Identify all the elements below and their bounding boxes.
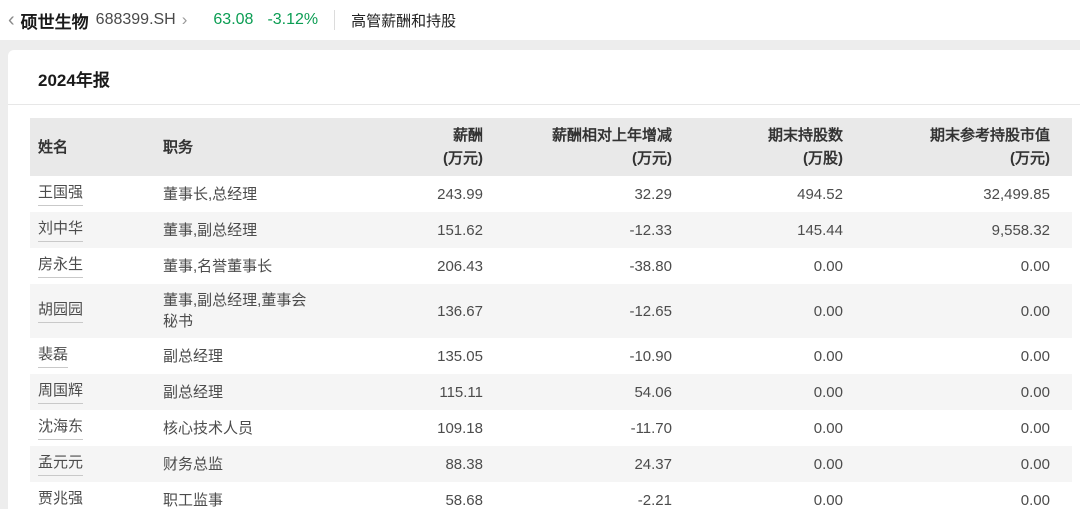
cell-shares: 0.00 xyxy=(813,347,843,365)
cell-position: 财务总监 xyxy=(163,455,224,473)
cell-salary: 58.68 xyxy=(445,491,483,509)
cell-position: 副总经理 xyxy=(163,383,224,401)
cell-salary: 88.38 xyxy=(445,455,483,473)
cell-salary_change: -10.90 xyxy=(629,347,672,365)
cell-salary: 206.43 xyxy=(437,257,483,275)
cell-shares: 0.00 xyxy=(813,455,843,473)
cell-shares: 145.44 xyxy=(797,221,843,239)
cell-name: 沈海东 xyxy=(30,410,155,446)
cell-name: 刘中华 xyxy=(30,212,155,248)
table-row: 刘中华 董事,副总经理 151.62 -12.33 145.44 9,558.32 xyxy=(30,212,1072,248)
cell-position: 副总经理 xyxy=(163,347,224,365)
cell-market_value: 0.00 xyxy=(1020,455,1050,473)
report-period-header: 2024年报 xyxy=(8,50,1080,105)
column-header-5: 期末参考持股市值 (万元) xyxy=(843,118,1072,176)
executive-name-link[interactable]: 周国辉 xyxy=(38,380,84,404)
stock-name[interactable]: 硕世生物 xyxy=(20,12,89,32)
table-row: 胡园园 董事,副总经理,董事会秘书 136.67 -12.65 0.00 0.00 xyxy=(30,284,1072,338)
executive-name-link[interactable]: 刘中华 xyxy=(38,218,84,242)
stock-change-percent: -3.12% xyxy=(267,11,319,28)
executive-table-container: 姓名 职务 薪酬 (万元) 薪酬相对上年增减 (万元) 期末持股数 (万股) 期末参考持股市值(… xyxy=(8,105,1080,509)
top-quote-bar: ‹ 硕世生物 688399.SH › 63.08 -3.12% 高管薪酬和持股 xyxy=(0,0,1080,40)
column-header-2: 薪酬 (万元) xyxy=(315,118,483,176)
report-period-title: 2024年报 xyxy=(38,71,110,90)
table-row: 沈海东 核心技术人员 109.18 -11.70 0.00 0.00 xyxy=(30,410,1072,446)
cell-shares: 494.52 xyxy=(797,185,843,203)
cell-name: 裴磊 xyxy=(30,338,155,374)
cell-position: 董事,副总经理,董事会秘书 xyxy=(163,292,307,330)
executive-name-link[interactable]: 贾兆强 xyxy=(38,488,83,509)
cell-position: 董事,副总经理 xyxy=(163,221,258,239)
cell-market_value: 0.00 xyxy=(1020,257,1050,275)
page-title: 高管薪酬和持股 xyxy=(351,12,457,30)
cell-position: 职工监事 xyxy=(163,491,224,509)
cell-name: 孟元元 xyxy=(30,446,155,482)
cell-market_value: 0.00 xyxy=(1020,491,1050,509)
executive-name-link[interactable]: 房永生 xyxy=(38,254,84,278)
executive-name-link[interactable]: 裴磊 xyxy=(38,344,69,368)
cell-salary: 135.05 xyxy=(437,347,483,365)
cell-market_value: 0.00 xyxy=(1020,347,1050,365)
cell-salary_change: 24.37 xyxy=(634,455,672,473)
table-row: 房永生 董事,名誉董事长 206.43 -38.80 0.00 0.00 xyxy=(30,248,1072,284)
executive-compensation-table: 姓名 职务 薪酬 (万元) 薪酬相对上年增减 (万元) 期末持股数 (万股) 期末参考持股市值(… xyxy=(30,118,1072,509)
cell-shares: 0.00 xyxy=(813,257,843,275)
cell-salary_change: -12.65 xyxy=(629,302,672,320)
executive-name-link[interactable]: 沈海东 xyxy=(38,416,84,440)
cell-name: 周国辉 xyxy=(30,374,155,410)
cell-salary_change: -12.33 xyxy=(629,221,672,239)
cell-name: 房永生 xyxy=(30,248,155,284)
table-row: 贾兆强 职工监事 58.68 -2.21 0.00 0.00 xyxy=(30,482,1072,509)
column-header-0: 姓名 xyxy=(30,118,155,176)
chevron-right-icon[interactable]: › xyxy=(181,10,188,29)
cell-salary_change: -2.21 xyxy=(637,491,672,509)
executive-name-link[interactable]: 胡园园 xyxy=(38,299,84,323)
cell-position: 核心技术人员 xyxy=(163,419,254,437)
table-row: 王国强 董事长,总经理 243.99 32.29 494.52 32,499.85 xyxy=(30,176,1072,212)
cell-market_value: 0.00 xyxy=(1020,419,1050,437)
cell-position: 董事,名誉董事长 xyxy=(163,257,273,275)
cell-name: 贾兆强 xyxy=(30,482,155,509)
column-header-1: 职务 xyxy=(155,118,315,176)
cell-shares: 0.00 xyxy=(813,419,843,437)
cell-salary: 136.67 xyxy=(437,302,483,320)
cell-salary_change: -38.80 xyxy=(629,257,672,275)
table-header: 姓名 职务 薪酬 (万元) 薪酬相对上年增减 (万元) 期末持股数 (万股) 期末参考持股市值(… xyxy=(30,118,1072,176)
table-row: 周国辉 副总经理 115.11 54.06 0.00 0.00 xyxy=(30,374,1072,410)
table-row: 孟元元 财务总监 88.38 24.37 0.00 0.00 xyxy=(30,446,1072,482)
cell-market_value: 0.00 xyxy=(1020,302,1050,320)
cell-market_value: 32,499.85 xyxy=(983,185,1050,203)
cell-salary: 109.18 xyxy=(437,419,483,437)
column-header-3: 薪酬相对上年增减 (万元) xyxy=(483,118,672,176)
cell-salary: 151.62 xyxy=(437,221,483,239)
cell-market_value: 9,558.32 xyxy=(991,221,1050,239)
cell-salary: 115.11 xyxy=(439,383,483,401)
cell-salary_change: 54.06 xyxy=(634,383,672,401)
cell-shares: 0.00 xyxy=(813,491,843,509)
cell-market_value: 0.00 xyxy=(1020,383,1050,401)
cell-position: 董事长,总经理 xyxy=(163,185,258,203)
cell-salary: 243.99 xyxy=(437,185,483,203)
report-card: 2024年报 姓名 职务 薪酬 (万元) 薪酬相对上年增减 (万元) 期末持股数 (万股) 期末… xyxy=(8,50,1080,509)
cell-salary_change: -11.70 xyxy=(630,419,672,437)
executive-name-link[interactable]: 孟元元 xyxy=(38,452,84,476)
table-row: 裴磊 副总经理 135.05 -10.90 0.00 0.00 xyxy=(30,338,1072,374)
cell-shares: 0.00 xyxy=(813,302,843,320)
cell-salary_change: 32.29 xyxy=(634,185,672,203)
cell-name: 王国强 xyxy=(30,176,155,212)
cell-name: 胡园园 xyxy=(30,284,155,338)
cell-shares: 0.00 xyxy=(813,383,843,401)
divider xyxy=(334,10,336,30)
column-header-4: 期末持股数 (万股) xyxy=(672,118,843,176)
stock-price: 63.08 xyxy=(213,11,254,28)
back-icon[interactable]: ‹ xyxy=(8,9,15,31)
stock-code: 688399.SH xyxy=(95,11,176,28)
executive-name-link[interactable]: 王国强 xyxy=(38,182,84,206)
